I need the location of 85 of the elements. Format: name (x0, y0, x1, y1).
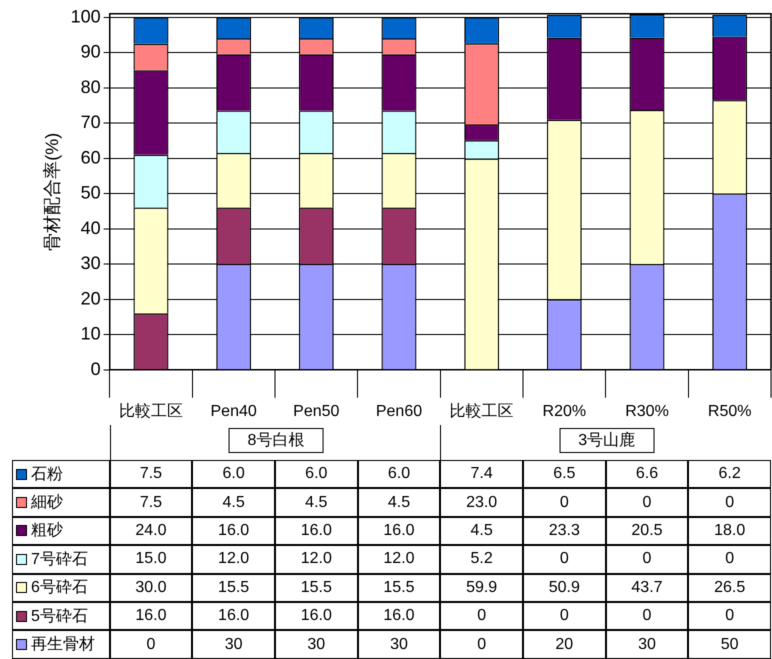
text: 8号白根 (228, 428, 324, 453)
data-label: 0 (688, 488, 771, 517)
data-label: 6.0 (274, 460, 358, 488)
legend-label: 粗砂 (31, 520, 63, 542)
data-label: 30 (192, 630, 275, 659)
y-tick-label: 70 (80, 112, 101, 132)
legend-label: 6号砕石 (31, 578, 88, 598)
data-label: 59.9 (440, 574, 523, 602)
x-tick-label: R50% (708, 402, 752, 420)
x-tick-label: Pen60 (376, 402, 422, 420)
data-label: 7.5 (110, 488, 192, 517)
y-tick-label: 10 (80, 324, 101, 344)
data-label: 0 (606, 545, 688, 574)
data-label: 0 (522, 488, 606, 517)
data-label: 16.0 (358, 602, 440, 630)
data-label: 6.6 (606, 460, 688, 488)
data-label: 15.0 (110, 545, 192, 574)
y-tick-label: 0 (90, 358, 101, 379)
x-tick-label: 比較工区 (450, 402, 514, 420)
data-label: 16.0 (358, 516, 440, 546)
data-label: 7.4 (440, 460, 523, 488)
data-label: 6.5 (522, 460, 606, 488)
y-tick-label: 80 (80, 76, 101, 97)
data-label: 7.5 (110, 460, 192, 488)
y-tick-label: 60 (80, 147, 101, 168)
y-tick-label: 20 (80, 288, 101, 308)
data-label: 16.0 (110, 602, 192, 630)
y-axis-title: 骨材配合率(%) (42, 132, 62, 251)
x-tick-label: Pen50 (293, 402, 340, 420)
data-label: 0 (522, 602, 606, 630)
legend-label: 細砂 (31, 492, 63, 514)
y-tick-label: 50 (80, 182, 101, 203)
data-label: 50 (688, 630, 771, 659)
data-label: 16.0 (274, 602, 358, 630)
data-label: 5.2 (440, 545, 523, 574)
data-label: 23.0 (440, 488, 523, 517)
data-label: 20.5 (606, 516, 688, 546)
data-label: 6.0 (358, 460, 440, 488)
data-label: 15.5 (274, 574, 358, 602)
data-label: 0 (688, 602, 771, 630)
y-tick-label: 30 (80, 253, 101, 274)
legend-label: 5号砕石 (31, 606, 88, 627)
data-label: 16.0 (274, 516, 358, 546)
x-tick-label: R20% (542, 402, 586, 420)
data-label: 4.5 (440, 516, 523, 546)
y-tick-label: 40 (80, 218, 101, 238)
data-label: 15.5 (358, 574, 440, 602)
data-label: 30 (606, 630, 688, 659)
data-label: 0 (440, 630, 523, 659)
legend-label: 7号砕石 (31, 550, 88, 570)
data-label: 15.5 (192, 574, 275, 602)
data-label: 12.0 (358, 545, 440, 574)
data-label: 23.3 (522, 516, 606, 546)
data-label: 12.0 (192, 545, 275, 574)
data-label: 6.0 (192, 460, 275, 488)
data-label: 0 (688, 545, 771, 574)
data-label: 20 (522, 630, 606, 659)
data-label: 18.0 (688, 516, 771, 546)
data-label: 30 (274, 630, 358, 659)
legend-label: 石粉 (31, 464, 63, 485)
legend-label: 再生骨材 (31, 634, 95, 656)
data-label: 0 (606, 488, 688, 517)
data-label: 4.5 (274, 488, 358, 517)
data-label: 30.0 (110, 574, 192, 602)
data-label: 12.0 (274, 545, 358, 574)
x-tick-label: R30% (625, 402, 669, 420)
y-tick-label: 90 (80, 42, 101, 62)
data-label: 50.9 (522, 574, 606, 602)
data-label: 24.0 (110, 516, 192, 546)
data-label: 16.0 (192, 602, 275, 630)
data-label: 16.0 (192, 516, 275, 546)
data-label: 6.2 (688, 460, 771, 488)
data-label: 0 (606, 602, 688, 630)
x-tick-label: 比較工区 (118, 402, 183, 420)
y-tick-label: 100 (70, 6, 101, 26)
data-label: 4.5 (192, 488, 275, 517)
data-label: 0 (440, 602, 523, 630)
data-label: 26.5 (688, 574, 771, 602)
data-label: 0 (522, 545, 606, 574)
data-label: 4.5 (358, 488, 440, 517)
data-label: 30 (358, 630, 440, 659)
x-tick-label: Pen40 (210, 402, 257, 420)
text: 3号山鹿 (559, 428, 654, 453)
data-label: 0 (110, 630, 192, 659)
data-label: 43.7 (606, 574, 688, 602)
